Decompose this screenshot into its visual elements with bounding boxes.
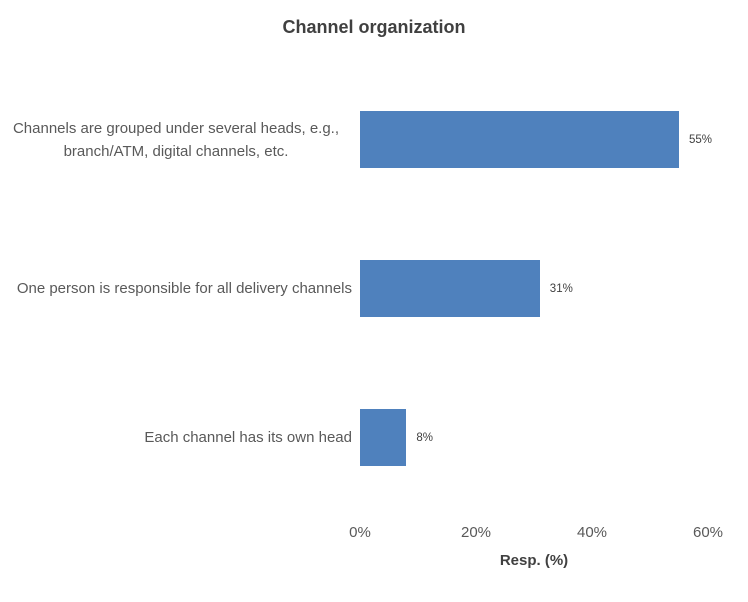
value-label: 31% (549, 282, 573, 295)
bar-segment (360, 409, 407, 466)
category-label: Channels are grouped under several heads… (12, 119, 340, 160)
x-tick-label: 20% (460, 524, 492, 541)
category-label-wrap: One person is responsible for all delive… (0, 214, 352, 363)
x-axis-title: Resp. (%) (499, 552, 569, 569)
chart-row: Each channel has its own head 8% (0, 363, 748, 512)
bar-segment (360, 260, 540, 317)
category-label: Each channel has its own head (144, 429, 352, 446)
chart-row: One person is responsible for all delive… (0, 214, 748, 363)
chart-row: Channels are grouped under several heads… (0, 65, 748, 214)
x-tick-label: 60% (692, 524, 724, 541)
bar-segment (360, 111, 679, 168)
chart-title: Channel organization (282, 17, 466, 37)
value-label: 8% (416, 431, 434, 444)
value-label: 55% (689, 133, 713, 146)
x-tick-label: 0% (349, 524, 371, 541)
category-label: One person is responsible for all delive… (16, 280, 352, 297)
x-tick-label: 40% (576, 524, 608, 541)
category-label-wrap: Channels are grouped under several heads… (0, 65, 352, 214)
category-label-wrap: Each channel has its own head (0, 363, 352, 512)
